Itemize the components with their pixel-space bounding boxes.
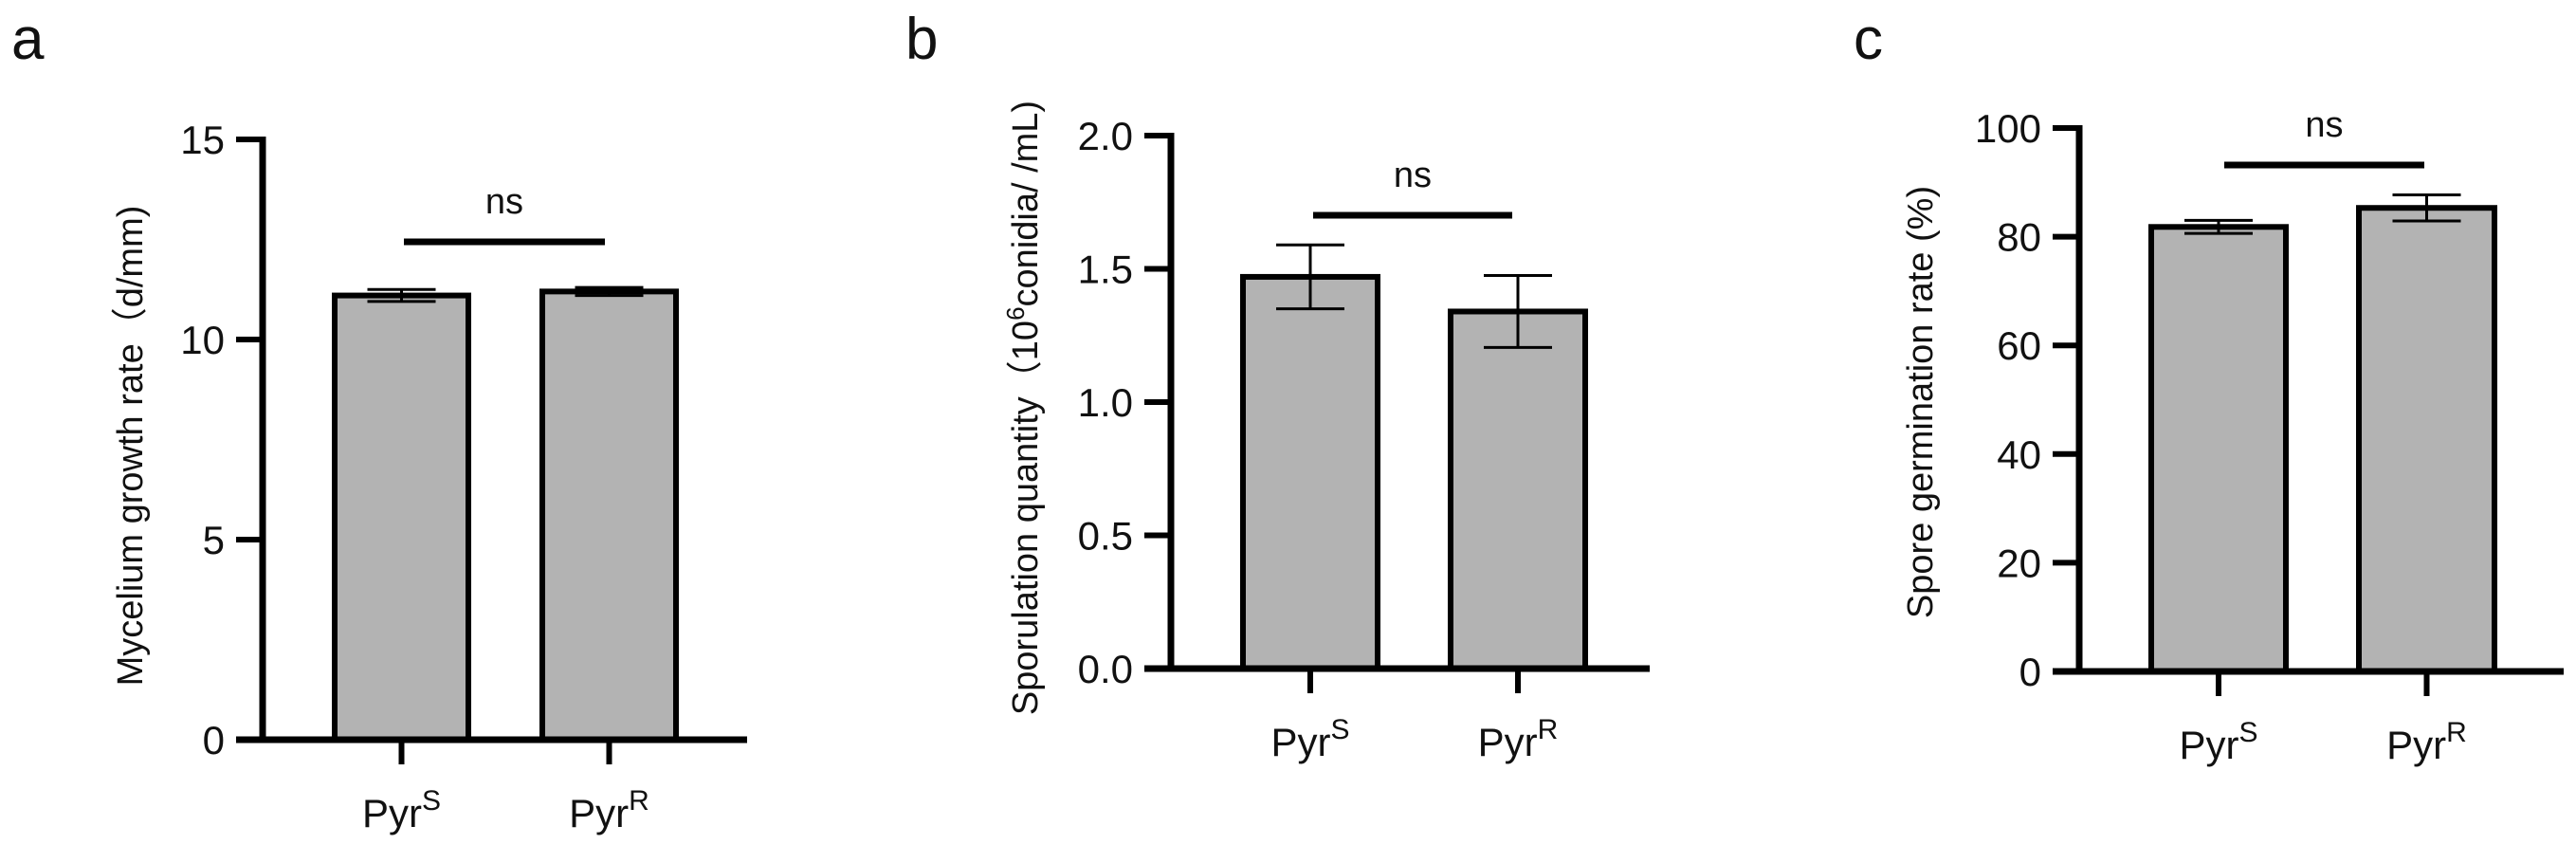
y-tick-label: 1.0	[1078, 380, 1133, 425]
y-tick-label: 0	[2019, 650, 2041, 694]
x-tick-label: PyrR	[569, 785, 649, 835]
x-tick-label: PyrR	[2386, 717, 2467, 767]
y-tick-label: 40	[1997, 432, 2041, 477]
category-base: Pyr	[1478, 720, 1538, 764]
y-label-prefix: Sporulation quantity（10	[1006, 321, 1046, 715]
category-base: Pyr	[2179, 723, 2238, 767]
y-tick-label: 2.0	[1078, 114, 1133, 158]
category-sup: R	[2446, 717, 2467, 748]
y-label-sup: 6	[1001, 306, 1030, 320]
bar-1	[332, 292, 471, 743]
panel-b: b Sporulation quantity（106conidia/ /mL) Py…	[905, 7, 1650, 764]
bar-2	[1448, 308, 1588, 671]
bar-1	[1240, 273, 1380, 671]
panel-label: c	[1854, 7, 1883, 72]
y-tick-label: 20	[1997, 541, 2041, 585]
x-tick-label: PyrS	[1270, 714, 1349, 764]
category-sup: R	[629, 785, 649, 817]
bar-2	[2356, 205, 2497, 675]
category-base: Pyr	[2386, 723, 2446, 767]
y-tick-label: 80	[1997, 215, 2041, 260]
bar-2	[539, 288, 679, 743]
y-axis-label: Spore germination rate (%)	[1901, 186, 1941, 618]
y-tick-label: 60	[1997, 323, 2041, 368]
category-sup: R	[1538, 714, 1559, 745]
x-tick-label: PyrS	[362, 785, 441, 835]
x-tick-label: PyrS	[2179, 717, 2257, 767]
category-base: Pyr	[1270, 720, 1330, 764]
bar-1	[2148, 224, 2289, 674]
category-sup: S	[2238, 717, 2257, 748]
y-tick-label: 5	[203, 518, 225, 562]
panel-label: b	[905, 7, 938, 72]
significance-label: ns	[1394, 156, 1432, 195]
significance-label: ns	[2305, 105, 2343, 145]
x-tick-label: PyrR	[1478, 714, 1559, 764]
y-tick-label: 0	[203, 718, 225, 762]
y-axis-label: Mycelium growth rate（d/mm)	[111, 206, 151, 687]
category-sup: S	[422, 785, 441, 817]
y-tick-label: 15	[180, 118, 225, 162]
category-base: Pyr	[569, 791, 629, 835]
y-tick-label: 0.5	[1078, 514, 1133, 559]
y-tick-label: 100	[1975, 106, 2041, 151]
significance-label: ns	[485, 182, 523, 222]
y-label-suffix: conidia/ /mL)	[1006, 101, 1046, 307]
y-tick-label: 1.5	[1078, 248, 1133, 292]
y-tick-label: 10	[180, 318, 225, 362]
panel-label: a	[11, 7, 45, 72]
category-sup: S	[1330, 714, 1349, 745]
y-tick-label: 0.0	[1078, 647, 1133, 691]
y-axis-label: Sporulation quantity（106conidia/ /mL)	[1001, 101, 1046, 715]
category-base: Pyr	[362, 791, 422, 835]
